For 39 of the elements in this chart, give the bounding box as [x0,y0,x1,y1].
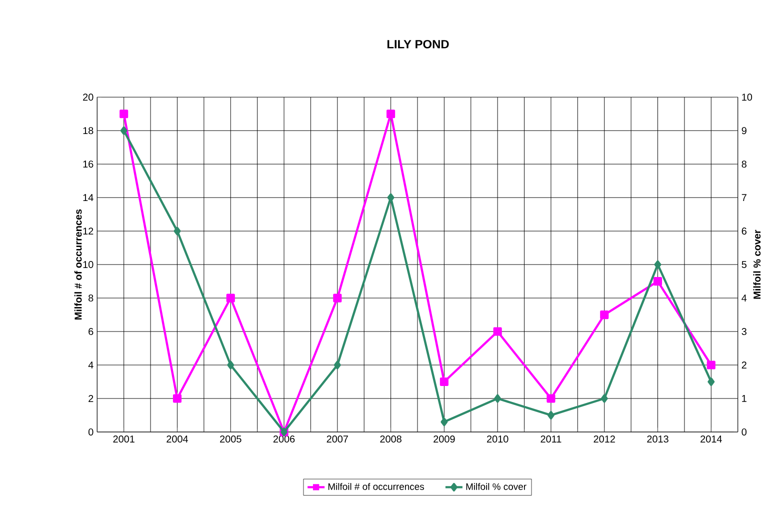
y-tick-label: 2 [88,394,94,402]
x-tick-label: 2005 [220,435,242,442]
x-tick-label: 2012 [594,435,615,442]
y-tick-label: 8 [88,294,94,302]
y-tick-label: 20 [83,94,94,101]
y2-tick-label: 6 [742,227,746,235]
y-tick-label: 18 [83,127,94,134]
x-tick-label: 2010 [487,435,508,442]
x-tick-label: 2013 [647,435,668,442]
y-tick-label: 14 [83,194,94,201]
y-axis-title: Milfoil # of occurrences [74,209,82,320]
x-tick-label: 2004 [166,435,188,442]
y2-tick-label: 8 [742,160,746,168]
x-tick-label: 2009 [434,435,455,442]
y2-tick-label: 4 [742,294,747,302]
y2-tick-label: 5 [742,261,746,268]
y-tick-label: 16 [83,160,94,168]
legend-label: Milfoil % cover [466,482,526,490]
y2-tick-label: 3 [742,328,746,335]
y-tick-label: 0 [88,428,94,436]
x-tick-label: 2007 [326,435,348,442]
y-tick-label: 6 [88,328,94,335]
y-tick-label: 10 [83,260,94,268]
y2-tick-label: 2 [742,361,746,368]
x-tick-label: 2006 [273,435,295,442]
x-tick-label: 2001 [113,435,134,442]
chart-title: LILY POND [387,40,449,48]
y-tick-label: 4 [88,362,94,368]
y2-tick-label: 7 [742,194,746,201]
legend-label: Milfoil # of occurrences [328,482,424,490]
y2-tick-label: 10 [742,94,752,101]
y2-tick-label: 0 [742,428,747,436]
x-tick-label: 2008 [380,435,402,442]
x-tick-label: 2014 [700,435,722,442]
x-tick-label: 2011 [540,435,562,442]
y2-tick-label: 1 [742,394,746,402]
y2-tick-label: 9 [742,127,746,134]
y2-axis-title: Milfoil % cover [753,230,761,299]
y-tick-label: 12 [83,228,94,234]
